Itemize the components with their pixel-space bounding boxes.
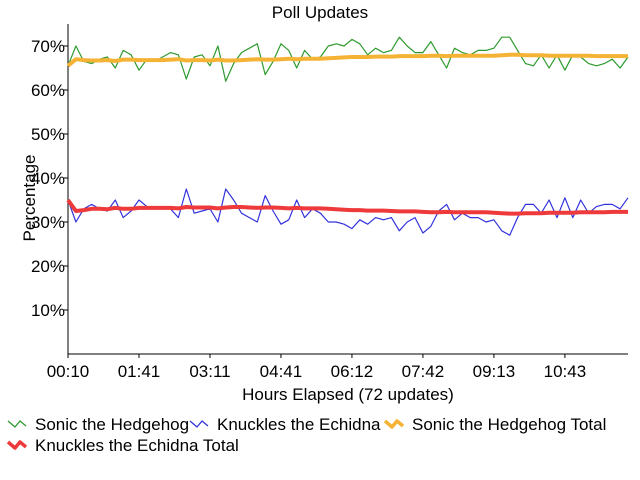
x-axis: 00:10 01:41 03:11 04:41 06:12 07:42 09:13 10:43 [47,354,586,381]
x-axis-label: Hours Elapsed (72 updates) [242,385,454,404]
x-tick-label: 01:41 [118,362,161,381]
series-line-3 [66,198,628,216]
y-tick-label: 40% [31,169,65,188]
x-tick-label: 04:41 [260,362,303,381]
y-tick-label: 30% [31,213,65,232]
x-tick-label: 07:42 [402,362,445,381]
y-axis: 10% 20% 30% 40% 50% 60% 70% [31,37,68,320]
y-tick-label: 50% [31,125,65,144]
legend-swatch [6,440,28,450]
y-tick-label: 20% [31,257,65,276]
legend-swatch [7,420,27,428]
chart-title: Poll Updates [272,3,368,22]
legend: Sonic the Hedgehog Knuckles the Echidna So… [6,415,606,455]
plot-area [67,24,628,355]
y-axis-label: Percentage [20,155,39,242]
y-tick-label: 10% [31,301,65,320]
x-tick-label: 00:10 [47,362,90,381]
legend-label: Sonic the Hedgehog [35,415,189,434]
y-tick-label: 70% [31,37,65,56]
x-tick-label: 06:12 [331,362,374,381]
x-tick-label: 03:11 [189,362,230,381]
legend-swatch [383,419,405,429]
series-group [66,36,629,236]
series-line-2 [66,52,628,68]
legend-label: Sonic the Hedgehog Total [412,415,606,434]
series-line-0 [67,36,629,82]
x-tick-label: 10:43 [544,362,587,381]
x-tick-label: 09:13 [473,362,516,381]
y-tick-label: 60% [31,81,65,100]
legend-swatch [189,420,209,428]
legend-label: Knuckles the Echidna Total [35,436,239,455]
legend-label: Knuckles the Echidna [217,415,381,434]
